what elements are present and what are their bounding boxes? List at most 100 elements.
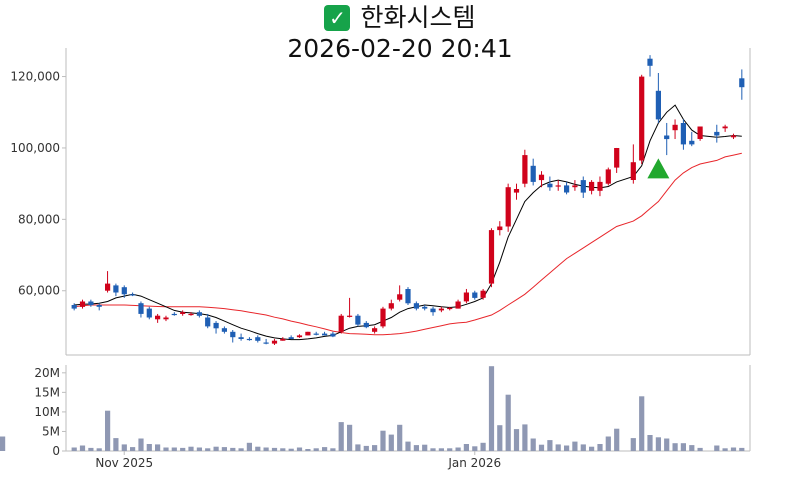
candle xyxy=(455,299,461,309)
candle-body xyxy=(79,301,86,307)
volume-bar xyxy=(547,440,553,451)
candle xyxy=(730,133,737,140)
candle xyxy=(121,285,127,298)
volume-bar xyxy=(639,396,645,451)
candle xyxy=(664,122,670,156)
volume-bar xyxy=(88,447,94,451)
volume-bar xyxy=(480,442,486,451)
candle xyxy=(405,287,411,306)
candle xyxy=(96,303,102,311)
volume-bar xyxy=(689,445,695,451)
candle xyxy=(538,171,545,188)
candle xyxy=(680,119,686,150)
volume-bar xyxy=(697,447,703,451)
candle xyxy=(296,334,303,338)
candle xyxy=(171,312,177,316)
volume-bar xyxy=(288,448,294,451)
candle-body xyxy=(296,335,303,338)
candle-body xyxy=(580,180,586,193)
candle xyxy=(188,312,194,316)
candle xyxy=(605,167,611,186)
volume-bar xyxy=(255,446,261,451)
candle-body xyxy=(689,140,695,145)
candle xyxy=(422,305,428,311)
volume-bar xyxy=(655,437,661,451)
candle-body xyxy=(188,313,194,316)
candle-body xyxy=(413,303,419,309)
candle-body xyxy=(463,292,469,302)
candle xyxy=(205,313,211,329)
volume-bar xyxy=(188,446,194,451)
candle xyxy=(221,326,227,334)
candle xyxy=(722,124,728,132)
candle-body xyxy=(422,306,428,309)
volume-bar xyxy=(488,366,495,451)
candle xyxy=(163,315,169,322)
candle-body xyxy=(538,174,545,181)
volume-bar xyxy=(246,442,252,451)
volume-bar xyxy=(71,447,77,451)
candle xyxy=(463,288,469,304)
candle xyxy=(388,299,394,311)
candle xyxy=(447,306,453,311)
candle xyxy=(288,335,294,339)
volume-bar xyxy=(739,447,745,451)
candle-body xyxy=(430,308,436,313)
volume-bar xyxy=(397,424,403,451)
candle xyxy=(380,306,386,329)
buy-signal-marker xyxy=(647,158,670,179)
candle-body xyxy=(372,328,378,332)
candle-body xyxy=(447,307,453,310)
candle xyxy=(438,306,444,313)
candle-body xyxy=(739,78,745,88)
candle xyxy=(363,321,369,329)
candle xyxy=(146,306,152,320)
candle-body xyxy=(221,328,227,332)
volume-bar xyxy=(155,444,161,451)
volume-bar xyxy=(363,445,369,451)
volume-bar xyxy=(330,448,336,451)
candle-body xyxy=(246,338,252,341)
candle xyxy=(88,299,94,307)
candle-body xyxy=(105,283,111,291)
volume-panel: 0 5M 10M 15M 20M Nov 2025 Jan 2026 xyxy=(0,365,751,470)
candle-body xyxy=(347,315,353,317)
volume-bar xyxy=(238,448,244,451)
candle-body xyxy=(630,162,636,180)
volume-bar xyxy=(455,447,461,451)
candle-body xyxy=(96,305,102,307)
volume-y-tick-label: 20M xyxy=(34,366,60,380)
candle-body xyxy=(271,340,278,344)
candle xyxy=(555,180,561,191)
volume-bar xyxy=(388,434,394,451)
volume-y-tick-label: 15M xyxy=(34,385,60,399)
volume-bar xyxy=(79,445,86,451)
volume-bar xyxy=(497,425,503,451)
candle-body xyxy=(288,337,294,339)
candle xyxy=(196,310,202,318)
candle xyxy=(322,331,328,336)
candle-body xyxy=(313,333,319,335)
candle xyxy=(271,338,278,346)
candle xyxy=(714,124,720,143)
candle-body xyxy=(513,189,520,193)
chart-title: ✓ 한화시스템 xyxy=(0,2,800,33)
volume-bar xyxy=(96,448,102,451)
candle-body xyxy=(680,123,686,145)
candle xyxy=(614,147,620,173)
price-y-tick-label: 80,000 xyxy=(18,212,60,226)
volume-bar xyxy=(430,448,436,451)
candle-body xyxy=(155,315,161,320)
volume-bar xyxy=(530,438,536,451)
candle xyxy=(130,292,136,297)
volume-bar xyxy=(338,422,344,451)
volume-bar xyxy=(522,424,528,451)
candle xyxy=(180,310,186,316)
candle-body xyxy=(522,155,528,184)
candle-body xyxy=(547,183,553,188)
candle xyxy=(589,180,595,195)
candle-body xyxy=(572,185,578,188)
candle-body xyxy=(555,185,561,187)
candle xyxy=(79,299,86,309)
candle-body xyxy=(113,285,119,293)
